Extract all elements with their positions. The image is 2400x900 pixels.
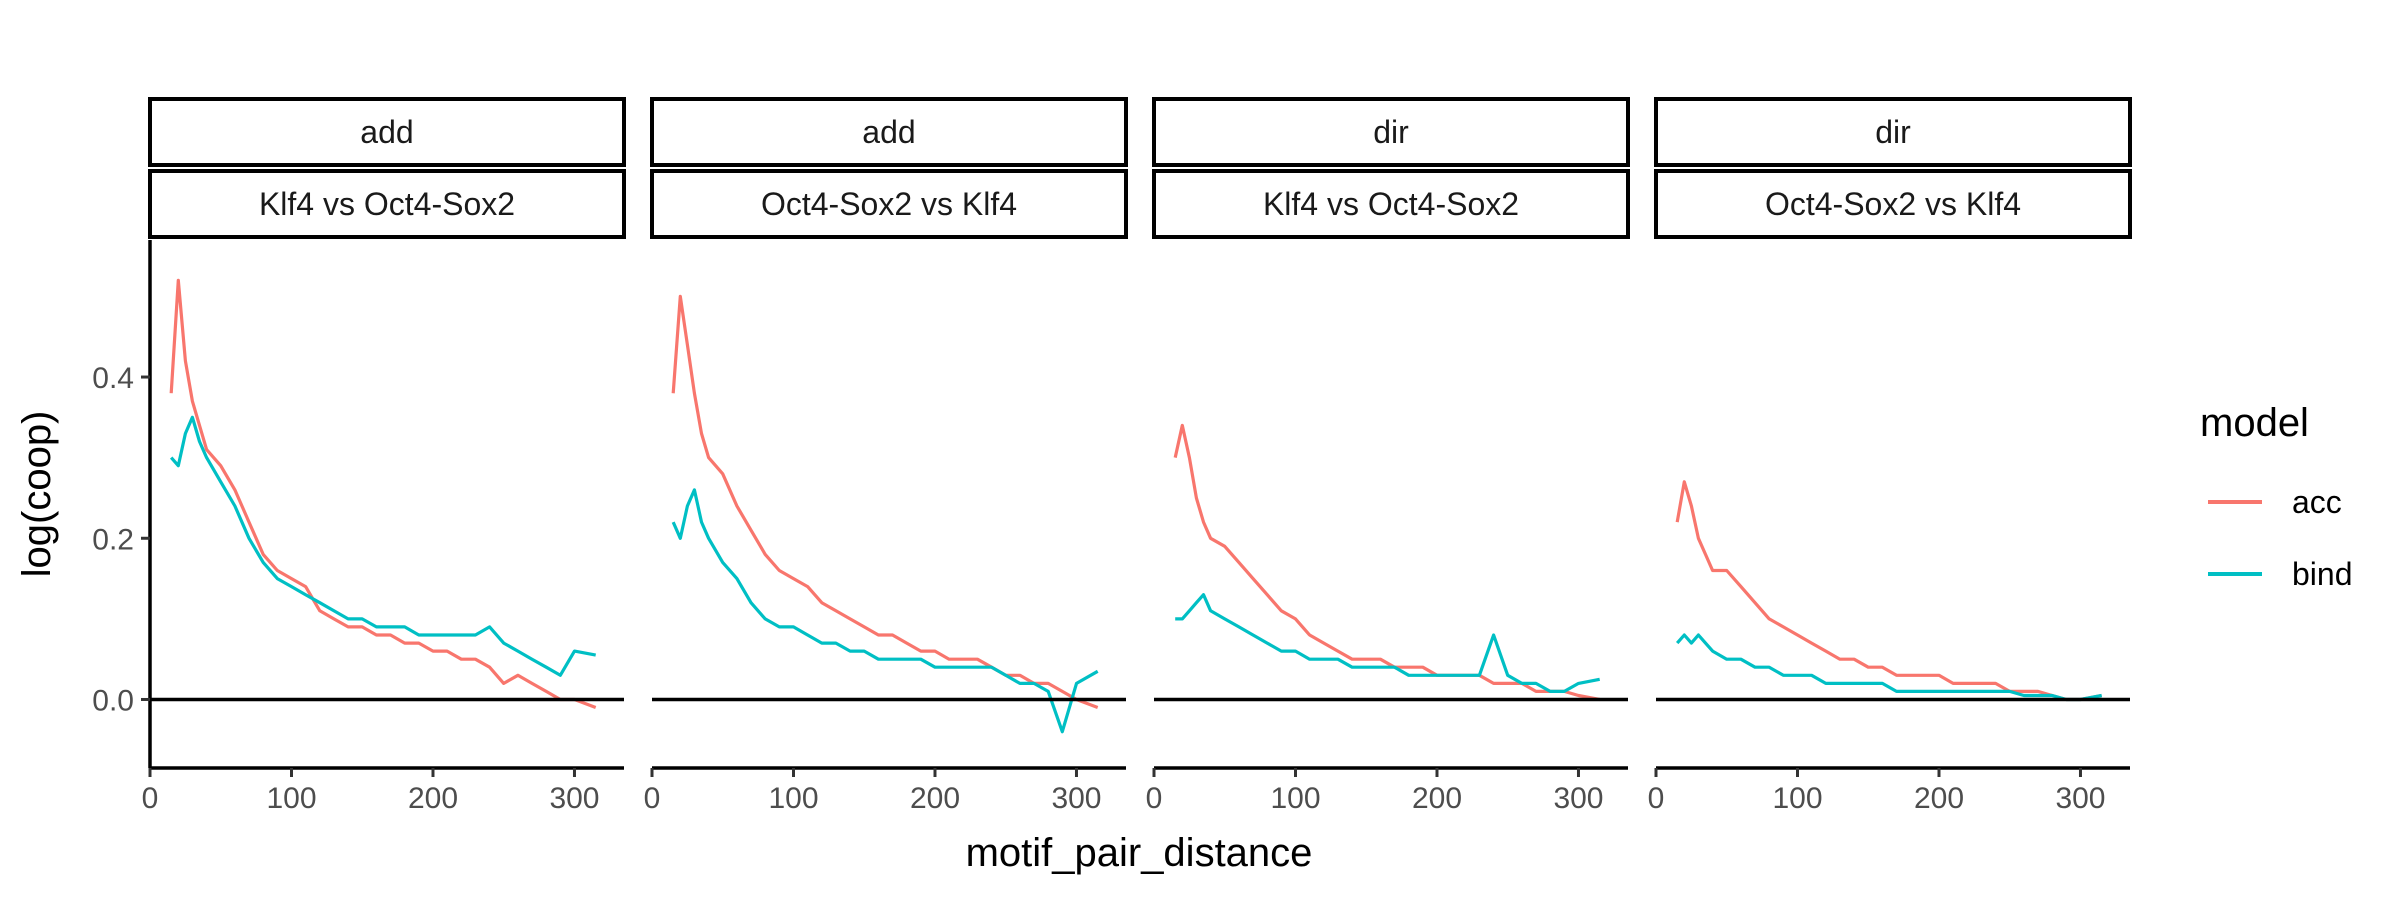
strip-top-box — [1152, 97, 1630, 167]
y-tick-label: 0.0 — [92, 684, 134, 717]
strip-top-label: add — [862, 114, 915, 150]
strip-top-label: add — [360, 114, 413, 150]
legend-label-bind: bind — [2292, 556, 2353, 592]
y-tick-label: 0.2 — [92, 523, 134, 556]
strip-top: add — [148, 97, 626, 167]
legend-label-acc: acc — [2292, 484, 2342, 520]
x-tick-label: 100 — [1772, 782, 1822, 815]
x-tick-label: 200 — [910, 782, 960, 815]
strip-top-label: dir — [1373, 114, 1409, 150]
strip-top-label: dir — [1875, 114, 1911, 150]
strip-bottom-box — [148, 169, 626, 239]
x-tick-label: 200 — [408, 782, 458, 815]
series-line-bind — [671, 488, 1099, 734]
strip-bottom-box — [1654, 169, 2132, 239]
x-tick-label: 200 — [1914, 782, 1964, 815]
x-tick-label: 200 — [1412, 782, 1462, 815]
strip-bottom-label: Klf4 vs Oct4-Sox2 — [259, 186, 515, 222]
strip-bottom-label: Oct4-Sox2 vs Klf4 — [1765, 186, 2021, 222]
strip-bottom-box — [650, 169, 1128, 239]
strip-top: dir — [1152, 97, 1630, 167]
strip-bottom: Klf4 vs Oct4-Sox2 — [1152, 169, 1630, 239]
x-tick-label: 300 — [1051, 782, 1101, 815]
facet-panel: dir Klf4 vs Oct4-Sox2 0 100 200 300 — [1146, 97, 1630, 815]
facet-panel: add Klf4 vs Oct4-Sox2 0 100 200 300 0.0 0.2 0.4 — [92, 97, 626, 815]
legend-title: model — [2200, 401, 2309, 445]
strip-top: add — [650, 97, 1128, 167]
y-tick-label: 0.4 — [92, 362, 134, 395]
strip-top: dir — [1654, 97, 2132, 167]
facet-panel: dir Oct4-Sox2 vs Klf4 0 100 200 300 — [1648, 97, 2132, 815]
series-line-acc — [169, 278, 597, 709]
x-tick-label: 0 — [142, 782, 159, 815]
x-tick-label: 100 — [266, 782, 316, 815]
y-axis-label: log(coop) — [15, 411, 59, 578]
series-line-acc — [1173, 423, 1600, 702]
series-line-bind — [1675, 633, 2102, 702]
series-line-bind — [169, 415, 596, 677]
strip-bottom: Klf4 vs Oct4-Sox2 — [148, 169, 626, 239]
series-line-bind — [1175, 593, 1601, 694]
x-tick-label: 300 — [549, 782, 599, 815]
x-tick-label: 100 — [768, 782, 818, 815]
strip-bottom: Oct4-Sox2 vs Klf4 — [1654, 169, 2132, 239]
x-tick-label: 0 — [644, 782, 661, 815]
series-line-acc — [1675, 480, 2102, 702]
strip-top-box — [148, 97, 626, 167]
series-line-acc — [671, 294, 1099, 709]
x-tick-label: 300 — [1553, 782, 1603, 815]
strip-top-box — [1654, 97, 2132, 167]
x-axis-label: motif_pair_distance — [966, 831, 1313, 875]
strip-bottom: Oct4-Sox2 vs Klf4 — [650, 169, 1128, 239]
x-tick-label: 0 — [1648, 782, 1665, 815]
x-tick-label: 300 — [2055, 782, 2105, 815]
legend: model acc bind — [2200, 401, 2353, 592]
strip-bottom-label: Oct4-Sox2 vs Klf4 — [761, 186, 1017, 222]
x-tick-label: 0 — [1146, 782, 1163, 815]
x-tick-label: 100 — [1270, 782, 1320, 815]
facet-panel: add Oct4-Sox2 vs Klf4 0 100 200 300 — [644, 97, 1128, 815]
strip-bottom-box — [1152, 169, 1630, 239]
strip-top-box — [650, 97, 1128, 167]
strip-bottom-label: Klf4 vs Oct4-Sox2 — [1263, 186, 1519, 222]
